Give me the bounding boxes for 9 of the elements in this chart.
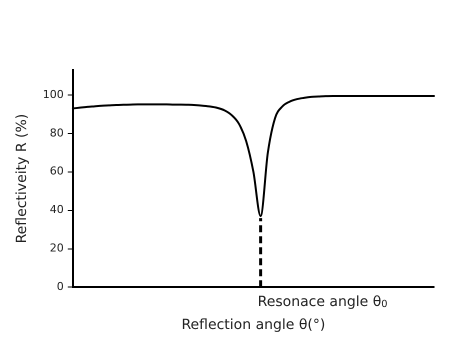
y-tick-label: 100 xyxy=(42,88,64,101)
x-axis-title: Reflection angle θ(°) xyxy=(181,317,326,334)
y-tick-label: 60 xyxy=(50,164,64,178)
y-tick-label: 80 xyxy=(50,126,64,140)
y-tick-label: 40 xyxy=(50,203,64,216)
y-axis-title: Reflectiveity R (%) xyxy=(14,114,30,244)
y-tick-label: 0 xyxy=(56,280,64,294)
text: Resonace angle θ0 xyxy=(258,294,388,310)
y-tick-label: 20 xyxy=(50,242,64,255)
